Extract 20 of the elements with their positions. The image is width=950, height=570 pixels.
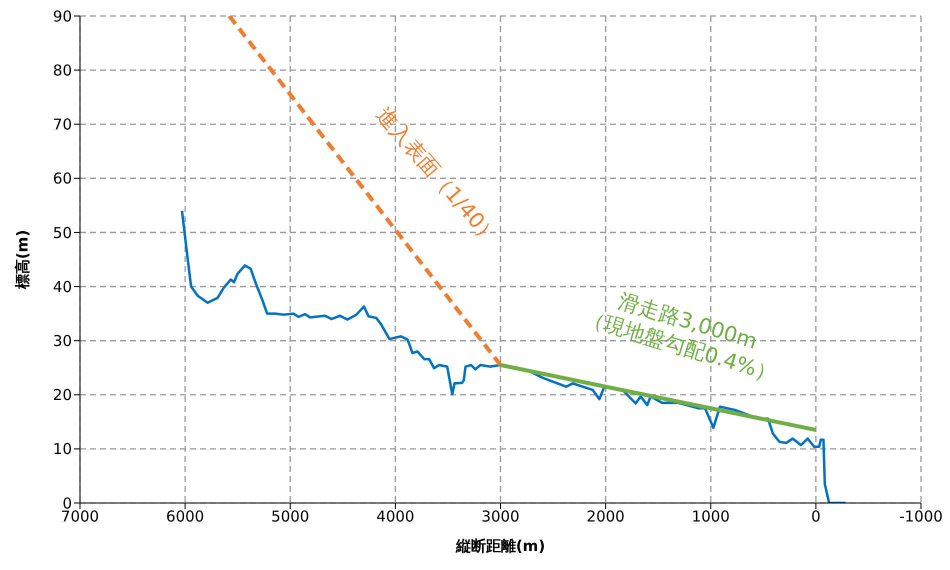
y-axis-title: 標高(m) xyxy=(13,230,32,290)
x-tick-label: -1000 xyxy=(899,508,943,526)
y-tick-label: 90 xyxy=(52,7,72,26)
y-tick-label: 70 xyxy=(52,116,72,134)
y-tick-label: 30 xyxy=(52,332,72,350)
y-tick-label: 60 xyxy=(52,170,72,188)
x-tick-label: 3000 xyxy=(481,508,520,526)
y-tick-label: 20 xyxy=(52,386,72,404)
y-tick-label: 10 xyxy=(52,440,72,458)
y-tick-label: 40 xyxy=(52,278,72,296)
x-tick-label: 2000 xyxy=(586,508,625,526)
y-tick-label: 80 xyxy=(52,61,72,80)
x-axis-title: 縦断距離(m) xyxy=(454,537,546,555)
x-tick-label: 4000 xyxy=(376,508,414,526)
x-tick-label: 5000 xyxy=(271,508,310,526)
x-tick-label: 0 xyxy=(811,508,821,526)
y-tick-label: 50 xyxy=(52,224,72,242)
x-tick-label: 6000 xyxy=(166,508,204,526)
x-tick-label: 7000 xyxy=(60,508,100,526)
x-tick-label: 1000 xyxy=(692,508,730,526)
